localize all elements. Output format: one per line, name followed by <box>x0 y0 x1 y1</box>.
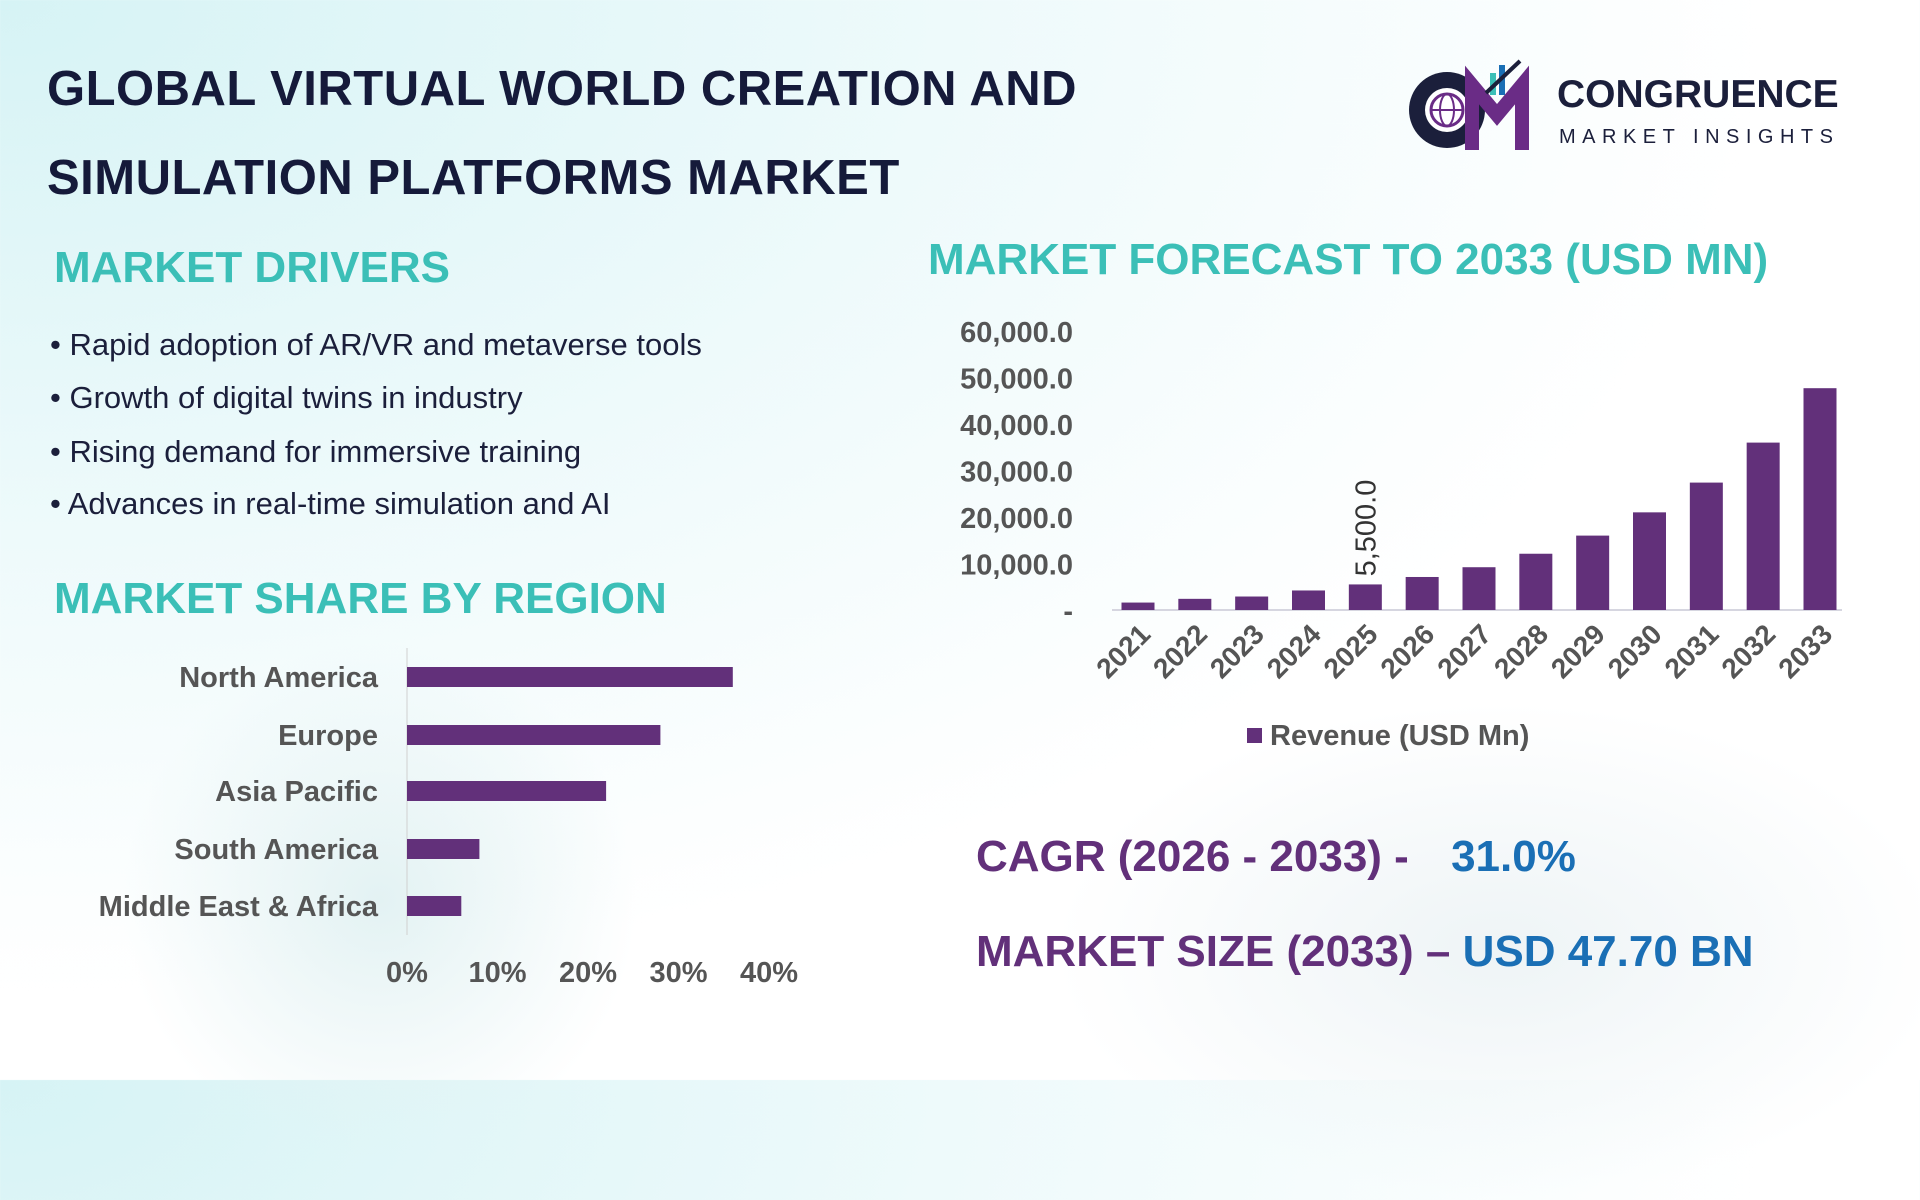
driver-item: • Rapid adoption of AR/VR and metaverse … <box>50 327 702 362</box>
region-label: Asia Pacific <box>215 776 378 808</box>
forecast-bar <box>1576 535 1610 610</box>
logo-name: CONGRUENCE <box>1557 73 1839 116</box>
region-chart: North America Europe Asia Pacific South Ame… <box>99 648 798 989</box>
forecast-bar <box>1178 598 1212 610</box>
year-label: 2033 <box>1772 618 1838 684</box>
forecast-bar <box>1462 567 1496 610</box>
region-chart-title: MARKET SHARE BY REGION <box>54 574 667 623</box>
forecast-bar <box>1519 553 1553 610</box>
forecast-bar <box>1803 388 1837 610</box>
forecast-bar <box>1746 442 1780 610</box>
forecast-bar <box>1235 596 1269 610</box>
y-tick-label: 10,000.0 <box>960 550 1073 582</box>
region-bar <box>407 896 462 916</box>
region-bar <box>407 667 733 687</box>
y-tick-label: 30,000.0 <box>960 457 1073 489</box>
legend-label: Revenue (USD Mn) <box>1270 720 1529 752</box>
forecast-bar <box>1292 590 1325 610</box>
data-label: 5,500.0 <box>1350 480 1382 577</box>
x-tick-label: 10% <box>468 957 526 989</box>
region-bar <box>407 839 480 859</box>
forecast-bar <box>1121 602 1155 610</box>
year-label: 2027 <box>1431 618 1497 684</box>
x-tick-label: 20% <box>559 957 617 989</box>
y-tick-label: 20,000.0 <box>960 503 1073 535</box>
market-size-value: USD 47.70 BN <box>1462 927 1754 976</box>
driver-item: • Rising demand for immersive training <box>50 434 582 469</box>
title-line-2: SIMULATION PLATFORMS MARKET <box>47 151 900 205</box>
cagr-row: CAGR (2026 - 2033) - 31.0% <box>976 832 1576 882</box>
legend-swatch <box>1247 728 1262 743</box>
driver-item: • Growth of digital twins in industry <box>50 380 523 415</box>
y-tick-label: 40,000.0 <box>960 410 1073 442</box>
year-label: 2030 <box>1602 618 1668 684</box>
region-label: North America <box>179 662 379 694</box>
driver-item: • Advances in real-time simulation and A… <box>50 486 611 521</box>
region-label: Europe <box>278 720 378 752</box>
logo-mark-icon <box>1409 59 1529 150</box>
year-label: 2032 <box>1715 618 1781 684</box>
year-label: 2028 <box>1488 618 1554 684</box>
forecast-bar <box>1405 576 1439 610</box>
cagr-value: 31.0% <box>1451 832 1576 881</box>
region-bar <box>407 725 661 745</box>
year-label: 2022 <box>1147 618 1213 684</box>
x-tick-label: 30% <box>649 957 707 989</box>
cagr-label: CAGR (2026 - 2033) - <box>976 832 1409 881</box>
y-tick-label: - <box>1063 596 1073 628</box>
y-tick-label: 60,000.0 <box>960 317 1073 349</box>
year-label: 2021 <box>1090 618 1156 684</box>
page-title: GLOBAL VIRTUAL WORLD CREATION AND SIMULA… <box>47 45 1077 223</box>
market-size-row: MARKET SIZE (2033) – USD 47.70 BN <box>976 927 1754 977</box>
year-label: 2023 <box>1204 618 1270 684</box>
forecast-chart: - 10,000.0 20,000.0 30,000.0 40,000.0 50,000.… <box>960 317 1842 752</box>
region-bar <box>407 781 607 801</box>
logo: CONGRUENCE MARKET INSIGHTS <box>1402 55 1872 155</box>
year-label: 2025 <box>1318 618 1384 684</box>
region-label: South America <box>174 834 378 866</box>
year-label: 2024 <box>1261 618 1327 684</box>
logo-tagline: MARKET INSIGHTS <box>1559 126 1840 148</box>
year-label: 2026 <box>1374 618 1440 684</box>
title-line-1: GLOBAL VIRTUAL WORLD CREATION AND <box>47 62 1078 116</box>
y-tick-label: 50,000.0 <box>960 364 1073 396</box>
forecast-bar <box>1689 482 1723 610</box>
forecast-bar <box>1633 512 1666 610</box>
drivers-heading: MARKET DRIVERS <box>54 243 451 292</box>
year-label: 2029 <box>1545 618 1611 684</box>
year-label: 2031 <box>1659 618 1725 684</box>
x-tick-label: 0% <box>386 957 428 989</box>
region-label: Middle East & Africa <box>99 891 379 923</box>
market-size-label: MARKET SIZE (2033) – <box>976 927 1451 976</box>
forecast-chart-title: MARKET FORECAST TO 2033 (USD MN) <box>928 235 1769 284</box>
forecast-bar <box>1348 584 1382 610</box>
x-tick-label: 40% <box>740 957 798 989</box>
